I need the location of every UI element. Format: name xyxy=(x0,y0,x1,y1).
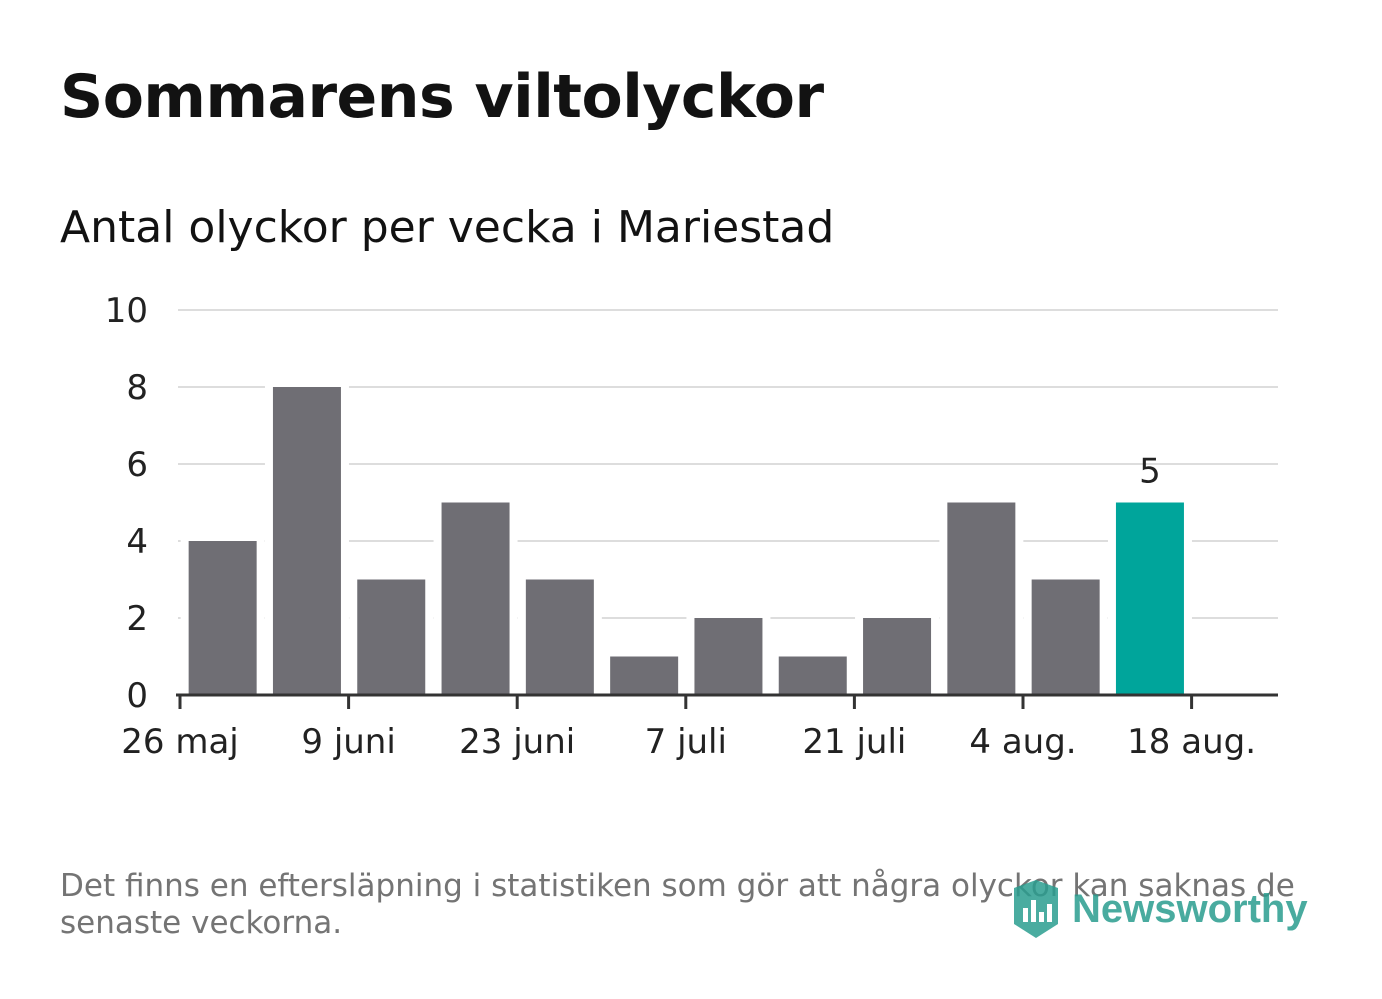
y-tick-label: 0 xyxy=(126,676,148,716)
chart-subtitle: Antal olyckor per vecka i Mariestad xyxy=(60,202,835,253)
bar xyxy=(610,656,679,695)
data-label: 5 xyxy=(1139,452,1161,492)
x-tick-label: 7 juli xyxy=(645,722,727,762)
y-tick-label: 2 xyxy=(126,599,148,639)
x-tick-label: 23 juni xyxy=(459,722,575,762)
footnote: Det finns en eftersläpning i statistiken… xyxy=(60,868,1295,941)
x-tick-label: 26 maj xyxy=(121,722,238,762)
newsworthy-logo: Newsworthy xyxy=(1010,878,1308,940)
bar xyxy=(441,502,510,695)
x-tick-label: 21 juli xyxy=(802,722,906,762)
newsworthy-logo-text: Newsworthy xyxy=(1072,886,1308,931)
bar-chart: 0 2 4 6 8 10 5 26 maj 9 juni 23 juni 7 juli 21 juli… xyxy=(105,291,1278,762)
bar xyxy=(272,387,341,695)
bar xyxy=(778,656,847,695)
y-tick-label: 8 xyxy=(126,368,148,408)
bar xyxy=(1031,579,1100,695)
y-tick-label: 4 xyxy=(126,522,148,562)
x-tick-label: 4 aug. xyxy=(969,722,1076,762)
bar xyxy=(357,579,426,695)
x-tick-label: 18 aug. xyxy=(1127,722,1256,762)
y-tick-label: 6 xyxy=(126,445,148,485)
bar xyxy=(188,541,257,695)
chart-title: Sommarens viltolyckor xyxy=(60,62,824,132)
bar xyxy=(694,618,763,695)
newsworthy-logo-icon xyxy=(1014,880,1058,938)
x-tick-label: 9 juni xyxy=(301,722,395,762)
bar xyxy=(947,502,1016,695)
bar xyxy=(1115,502,1184,695)
bar xyxy=(525,579,594,695)
y-tick-label: 10 xyxy=(105,291,148,331)
bar xyxy=(863,618,932,695)
